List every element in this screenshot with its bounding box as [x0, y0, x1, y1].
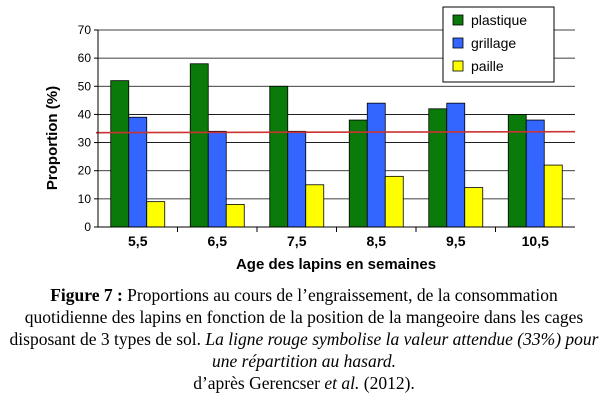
x-tick-label: 8,5 — [367, 233, 387, 249]
y-tick-label: 50 — [78, 79, 92, 93]
legend-swatch-grillage — [452, 37, 464, 49]
bar-plastique — [189, 63, 209, 228]
caption-italic-note: La ligne rouge symbolise la valeur atten… — [205, 329, 599, 371]
bar-plastique — [269, 85, 289, 228]
x-axis-title: Age des lapins en semaines — [236, 256, 436, 273]
legend-swatch-paille — [452, 60, 464, 72]
bar-plastique — [348, 119, 368, 228]
bar-grillage — [287, 130, 307, 228]
bar-grillage — [446, 102, 466, 228]
legend-swatch-plastique — [452, 14, 464, 26]
y-tick-label: 10 — [78, 192, 92, 206]
bar-paille — [543, 164, 563, 228]
x-tick-label: 9,5 — [446, 233, 466, 249]
caption-label: Figure 7 : — [50, 285, 123, 305]
x-tick-label: 6,5 — [208, 233, 228, 249]
bar-grillage — [525, 119, 545, 228]
y-tick-label: 60 — [78, 51, 92, 65]
bar-paille — [225, 204, 245, 228]
bars — [110, 63, 563, 228]
caption-source-prefix: d’après Gerencser — [193, 373, 325, 393]
bar-paille — [464, 187, 484, 228]
figure-caption: Figure 7 : Proportions au cours de l’eng… — [8, 284, 600, 394]
bar-grillage — [128, 116, 148, 228]
x-tick-label: 10,5 — [522, 233, 549, 249]
y-tick-label: 20 — [78, 164, 92, 178]
y-tick-label: 70 — [78, 23, 92, 37]
y-axis-title: Proportion (%) — [44, 86, 61, 190]
bar-chart: 0 10 20 30 40 50 60 70 5,5 6,5 7,5 8,5 9,5 10,5 Prop… — [44, 6, 576, 273]
legend-label-grillage: grillage — [471, 35, 516, 51]
bar-grillage — [366, 102, 386, 228]
gridlines — [98, 29, 575, 200]
caption-source-etal: et al. — [324, 373, 360, 393]
x-tick-label: 5,5 — [128, 233, 148, 249]
bar-plastique — [428, 108, 448, 228]
x-axis-ticks: 5,5 6,5 7,5 8,5 9,5 10,5 — [128, 227, 549, 249]
bar-plastique — [110, 80, 130, 228]
caption-source-year: (2012). — [359, 373, 415, 393]
x-tick-label: 7,5 — [287, 233, 307, 249]
legend-label-plastique: plastique — [471, 12, 527, 28]
bar-paille — [305, 184, 325, 228]
y-tick-label: 0 — [84, 220, 91, 234]
caption-text: Proportions au cours de l’engraissement,… — [9, 285, 584, 349]
legend-label-paille: paille — [471, 58, 504, 74]
y-axis-ticks: 0 10 20 30 40 50 60 70 — [78, 23, 98, 234]
reference-line-group — [95, 130, 576, 134]
legend: plastique grillage paille — [442, 6, 555, 83]
bar-paille — [384, 175, 404, 228]
y-tick-label: 30 — [78, 136, 92, 150]
bar-paille — [146, 201, 166, 228]
reference-line — [95, 130, 576, 134]
y-tick-label: 40 — [78, 107, 92, 121]
bar-grillage — [207, 130, 227, 228]
